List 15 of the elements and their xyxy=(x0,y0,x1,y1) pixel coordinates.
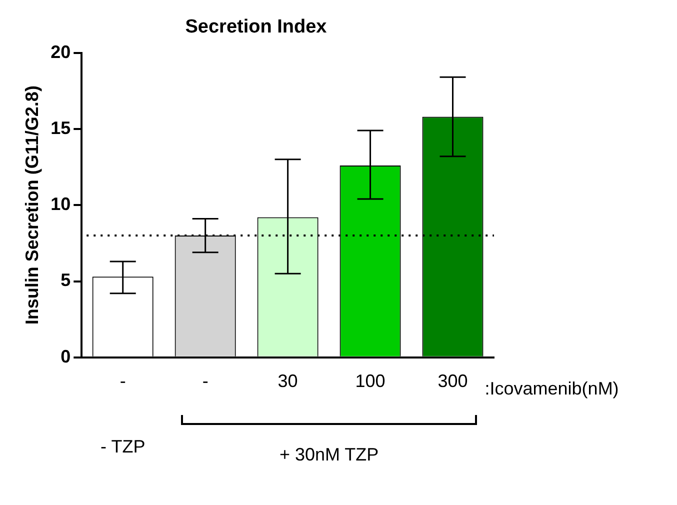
chart-title: Secretion Index xyxy=(185,16,328,38)
y-tick-label: 5 xyxy=(60,270,71,290)
text: - TZP xyxy=(100,436,146,456)
x-tick-label: 300 xyxy=(438,371,468,392)
y-tick-label: 10 xyxy=(50,194,71,214)
x-tick-label: 100 xyxy=(355,371,386,392)
y-axis-title: Insulin Secretion (G11/G2.8) xyxy=(22,86,42,325)
x-tick-label: - xyxy=(120,371,126,392)
x-tick-label: - xyxy=(202,371,208,392)
text: + 30nM TZP xyxy=(279,444,379,464)
text: :Icovamenib(nM) xyxy=(484,378,619,398)
y-tick-label: 15 xyxy=(50,118,71,138)
x-tick-label: 30 xyxy=(278,371,298,392)
y-tick-label: 20 xyxy=(50,42,71,62)
y-tick-label: 0 xyxy=(60,346,71,366)
